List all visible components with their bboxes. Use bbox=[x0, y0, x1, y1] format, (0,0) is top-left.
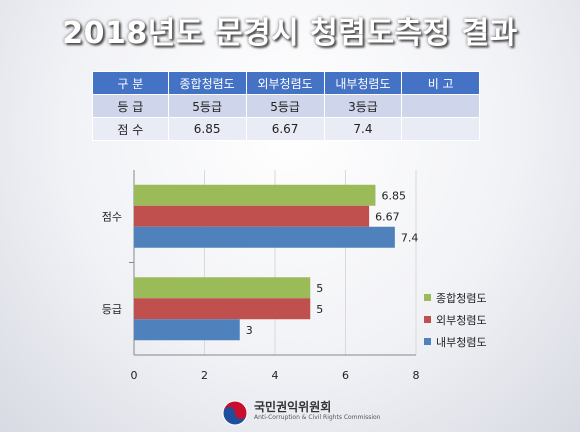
data-label: 3 bbox=[246, 324, 253, 337]
legend-label: 내부청렴도 bbox=[436, 336, 487, 349]
bar bbox=[134, 277, 311, 299]
bar bbox=[134, 205, 370, 227]
category-label: 등급 bbox=[102, 303, 122, 316]
data-label: 6.85 bbox=[381, 189, 406, 202]
data-label: 5 bbox=[316, 282, 323, 295]
data-label: 6.67 bbox=[375, 210, 400, 223]
table-cell: 5등급 bbox=[167, 94, 247, 118]
table-cell: 점 수 bbox=[92, 117, 169, 141]
legend-swatch bbox=[424, 294, 431, 301]
table-cell: 3등급 bbox=[323, 94, 403, 118]
legend-label: 외부청렴도 bbox=[436, 314, 487, 327]
summary-table: 구 분 종합청렴도 외부청렴도 내부청렴도 비 고 등 급 5등급 5등급 3등… bbox=[92, 71, 480, 141]
bar bbox=[134, 184, 376, 206]
table-header-cell: 외부청렴도 bbox=[245, 71, 325, 95]
bar bbox=[134, 319, 240, 341]
x-tick-label: 0 bbox=[131, 369, 138, 382]
legend-swatch bbox=[424, 338, 431, 345]
x-tick-label: 2 bbox=[201, 369, 208, 382]
table-header-cell: 종합청렴도 bbox=[167, 71, 247, 95]
table-cell: 6.67 bbox=[245, 117, 325, 141]
legend-label: 종합청렴도 bbox=[436, 292, 487, 305]
data-label: 7.4 bbox=[401, 231, 419, 244]
table-header-cell: 비 고 bbox=[401, 71, 480, 95]
bar bbox=[134, 298, 311, 320]
x-tick-label: 4 bbox=[272, 369, 279, 382]
table-cell: 7.4 bbox=[323, 117, 403, 141]
x-tick-label: 6 bbox=[342, 369, 349, 382]
table-cell bbox=[401, 117, 480, 141]
page-title: 2018년도 문경시 청렴도측정 결과 bbox=[62, 16, 518, 51]
table-header-row: 구 분 종합청렴도 외부청렴도 내부청렴도 비 고 bbox=[92, 71, 480, 95]
org-name: 국민권익위원회 bbox=[254, 400, 332, 414]
bar bbox=[134, 226, 395, 248]
legend-swatch bbox=[424, 316, 431, 323]
org-subtitle: Anti-Corruption & Civil Rights Commissio… bbox=[254, 414, 381, 421]
taegeuk-logo-icon bbox=[222, 400, 248, 426]
data-label: 5 bbox=[316, 303, 323, 316]
table-header-cell: 내부청렴도 bbox=[323, 71, 403, 95]
table-cell: 6.85 bbox=[167, 117, 247, 141]
table-cell: 등 급 bbox=[92, 94, 169, 118]
table-cell: 5등급 bbox=[245, 94, 325, 118]
table-row: 점 수 6.85 6.67 7.4 bbox=[92, 117, 480, 141]
category-label: 점수 bbox=[102, 210, 122, 223]
x-tick-label: 8 bbox=[413, 369, 420, 382]
